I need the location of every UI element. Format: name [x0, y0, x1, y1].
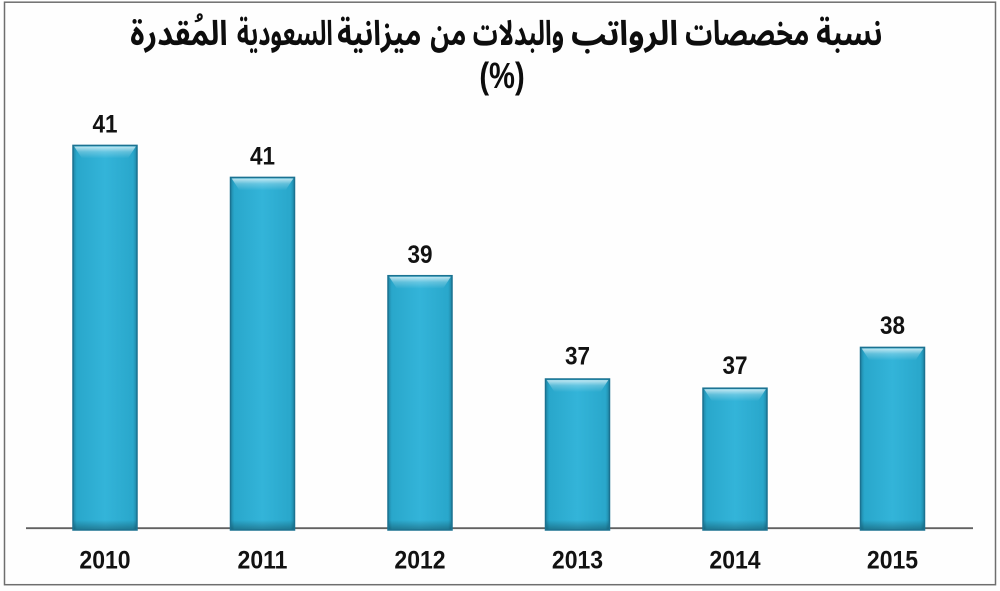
svg-text:37: 37	[722, 352, 747, 380]
svg-text:2012: 2012	[394, 547, 445, 575]
svg-text:38: 38	[880, 312, 905, 340]
svg-text:2015: 2015	[867, 547, 918, 575]
svg-text:41: 41	[92, 110, 117, 138]
svg-text:2013: 2013	[552, 547, 603, 575]
svg-text:(%): (%)	[479, 55, 524, 96]
svg-text:2011: 2011	[238, 547, 288, 575]
svg-text:2010: 2010	[79, 547, 130, 575]
svg-text:39: 39	[407, 241, 432, 269]
svg-text:41: 41	[250, 142, 275, 170]
svg-text:2014: 2014	[709, 547, 761, 575]
svg-text:37: 37	[565, 342, 590, 370]
